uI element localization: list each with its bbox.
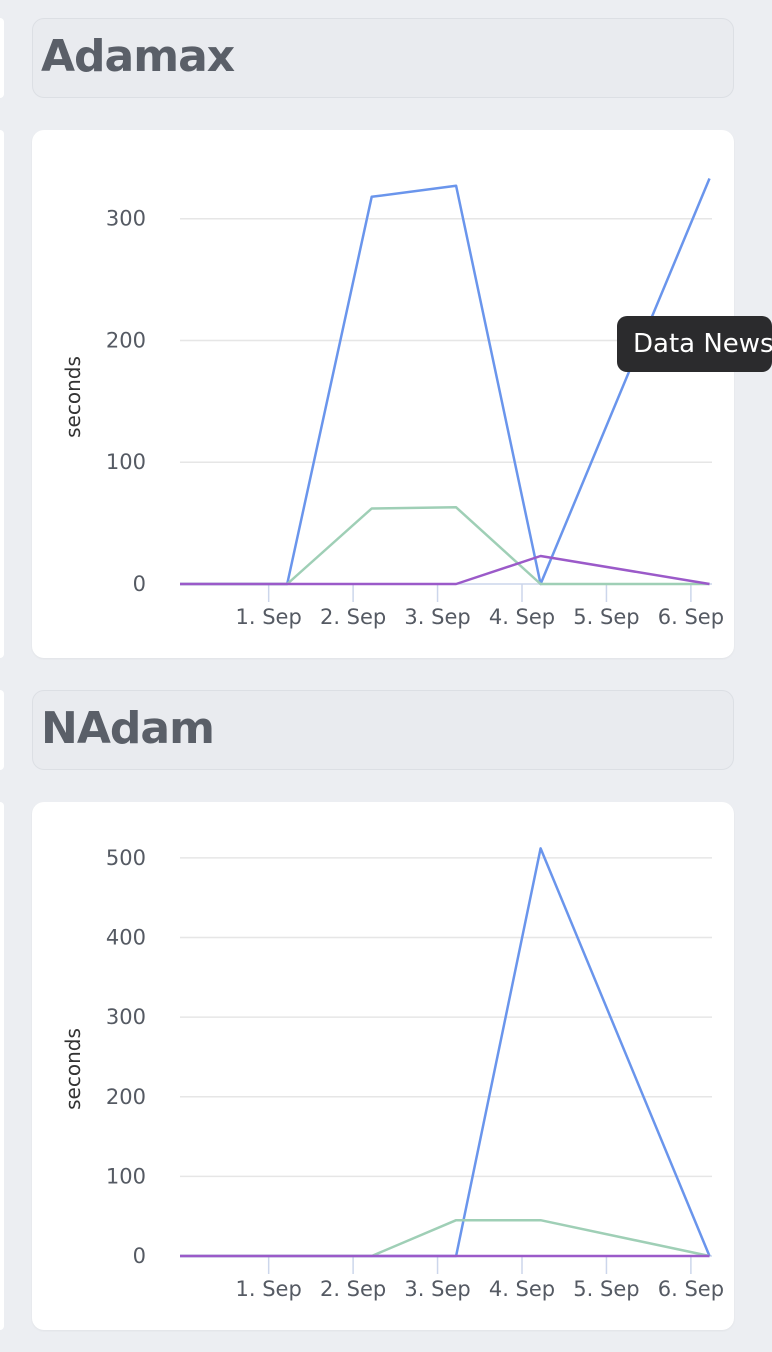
y-tick-label: 500 bbox=[106, 846, 146, 870]
y-tick-label: 100 bbox=[106, 1164, 146, 1188]
tooltip: Data News bbox=[617, 316, 772, 372]
x-tick-label: 3. Sep bbox=[404, 605, 470, 629]
y-tick-label: 0 bbox=[133, 572, 146, 596]
series-line-blue bbox=[180, 178, 711, 586]
x-tick-label: 4. Sep bbox=[489, 605, 555, 629]
chart-card: 0 100 200 300 400 500 1. Sep 2. Sep 3. Sep 4. Sep… bbox=[32, 802, 734, 1330]
series-line-green bbox=[180, 1218, 710, 1258]
x-tick-label: 2. Sep bbox=[320, 605, 386, 629]
panel-title-card: NAdam bbox=[32, 690, 734, 770]
x-tick-label: 5. Sep bbox=[573, 1277, 639, 1301]
y-tick-label: 300 bbox=[106, 207, 146, 231]
x-tick-label: 2. Sep bbox=[320, 1277, 386, 1301]
line-chart: 0 100 200 300 400 500 1. Sep 2. Sep 3. Sep 4. Sep… bbox=[61, 846, 724, 1301]
y-tick-label: 0 bbox=[133, 1244, 146, 1268]
left-edge-card bbox=[0, 802, 4, 1330]
series-line-purple bbox=[180, 554, 710, 586]
y-axis-title: seconds bbox=[61, 356, 85, 438]
left-edge-card bbox=[0, 130, 4, 658]
panel-title: NAdam bbox=[41, 703, 215, 754]
x-tick-label: 1. Sep bbox=[236, 1277, 302, 1301]
panel-title-card: Adamax bbox=[32, 18, 734, 98]
x-tick-label: 4. Sep bbox=[489, 1277, 555, 1301]
y-tick-label: 300 bbox=[106, 1005, 146, 1029]
line-chart: 0 100 200 300 1. Sep 2. Sep 3. Sep 4. Sep 5. Sep… bbox=[61, 178, 724, 629]
left-edge-card bbox=[0, 690, 4, 770]
left-edge-card bbox=[0, 18, 4, 98]
y-axis-title: seconds bbox=[61, 1028, 85, 1110]
y-tick-label: 400 bbox=[106, 926, 146, 950]
panel-title: Adamax bbox=[41, 31, 235, 82]
x-tick-label: 5. Sep bbox=[573, 605, 639, 629]
y-tick-label: 100 bbox=[106, 450, 146, 474]
x-tick-label: 6. Sep bbox=[658, 1277, 724, 1301]
chart-card: 0 100 200 300 1. Sep 2. Sep 3. Sep 4. Sep 5. Sep… bbox=[32, 130, 734, 658]
x-tick-label: 6. Sep bbox=[658, 605, 724, 629]
series-line-blue bbox=[180, 847, 711, 1258]
y-tick-label: 200 bbox=[106, 1085, 146, 1109]
x-tick-label: 1. Sep bbox=[236, 605, 302, 629]
y-tick-label: 200 bbox=[106, 328, 146, 352]
series-line-green bbox=[180, 506, 710, 586]
x-tick-label: 3. Sep bbox=[404, 1277, 470, 1301]
